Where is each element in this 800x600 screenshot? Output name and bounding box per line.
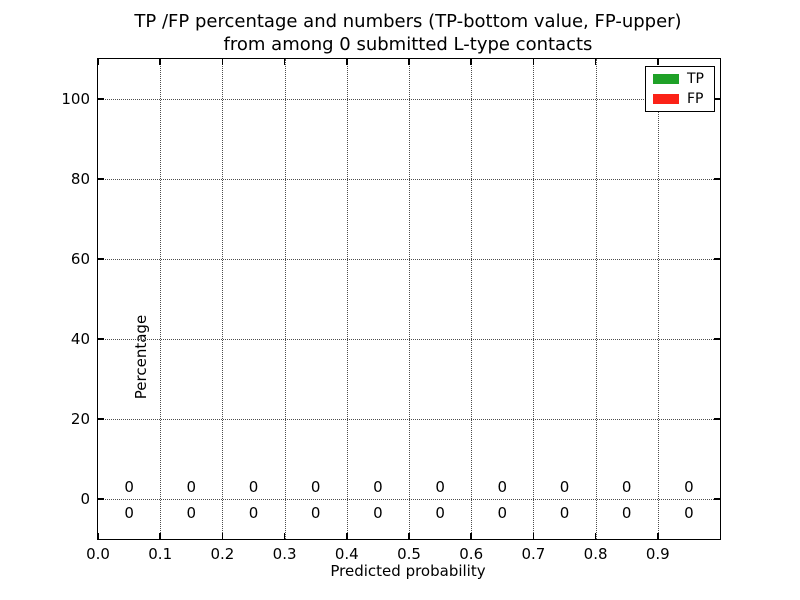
y-tick-right <box>714 498 720 500</box>
gridline-vertical <box>471 59 473 539</box>
x-tick-top <box>97 59 99 65</box>
y-tick-right <box>714 178 720 180</box>
gridline-vertical <box>222 59 224 539</box>
fp-count-label: 0 <box>559 478 570 496</box>
y-tick <box>98 98 104 100</box>
x-tick-top <box>408 59 410 65</box>
tp-count-label: 0 <box>186 504 197 522</box>
tp-swatch <box>653 74 679 84</box>
chart-title-line2: from among 0 submitted L-type contacts <box>223 34 593 55</box>
tp-count-label: 0 <box>248 504 259 522</box>
x-tick <box>283 533 286 539</box>
x-tick <box>657 533 659 539</box>
x-tick <box>159 533 161 539</box>
x-tick-label: 0.0 <box>86 545 110 563</box>
x-tick <box>532 533 535 539</box>
y-axis-label: Percentage <box>132 314 150 400</box>
fp-count-label: 0 <box>186 478 197 496</box>
y-tick-label: 20 <box>70 410 90 428</box>
x-tick-top <box>221 59 224 65</box>
x-tick-top <box>657 59 659 65</box>
x-tick-top <box>532 59 535 65</box>
y-tick-label: 40 <box>70 330 90 348</box>
gridline-horizontal <box>98 259 720 260</box>
tp-count-label: 0 <box>684 504 694 522</box>
y-tick-right <box>714 338 720 340</box>
x-tick <box>346 533 348 539</box>
fp-count-label: 0 <box>124 478 134 496</box>
legend-entry-fp: FP <box>653 92 707 106</box>
x-tick-label: 0.9 <box>645 545 670 563</box>
x-tick-top <box>346 59 348 65</box>
y-tick-right <box>714 258 720 260</box>
gridline-vertical <box>533 59 535 539</box>
legend-entry-tp: TP <box>653 72 707 86</box>
gridline-vertical <box>284 59 286 539</box>
gridline-vertical <box>409 59 410 539</box>
gridline-vertical <box>346 59 348 539</box>
legend-label-fp: FP <box>687 91 704 107</box>
gridline-vertical <box>657 59 659 539</box>
legend: TP FP <box>645 66 715 112</box>
fp-swatch <box>653 94 679 104</box>
x-tick <box>470 533 472 539</box>
x-tick <box>594 533 597 539</box>
gridline-horizontal <box>98 99 720 100</box>
y-tick <box>98 498 104 500</box>
legend-label-tp: TP <box>687 71 704 87</box>
tp-count-label: 0 <box>559 504 570 522</box>
x-tick <box>97 533 99 539</box>
fp-count-label: 0 <box>621 478 632 496</box>
gridline-horizontal <box>98 339 720 340</box>
x-tick-label: 0.7 <box>521 545 546 563</box>
y-tick-label: 60 <box>70 250 90 268</box>
tp-count-label: 0 <box>435 504 445 522</box>
x-tick-label: 0.4 <box>334 545 359 563</box>
fp-count-label: 0 <box>435 478 445 496</box>
tp-count-label: 0 <box>621 504 632 522</box>
fp-count-label: 0 <box>373 478 383 496</box>
x-tick <box>221 533 224 539</box>
gridline-horizontal <box>98 419 720 420</box>
plot-area: Percentage 0.0 0.1 0.2 0.3 0.4 0.5 0.6 0.7 0.8 0.… <box>61 58 721 563</box>
y-tick-right <box>714 98 720 100</box>
y-tick <box>98 178 104 180</box>
y-tick-label: 100 <box>61 90 90 108</box>
x-tick-top <box>283 59 286 65</box>
tp-count-label: 0 <box>373 504 383 522</box>
fp-count-label: 0 <box>310 478 321 496</box>
gridline-horizontal <box>98 499 720 500</box>
chart-title-line1: TP /FP percentage and numbers (TP-bottom… <box>134 11 682 32</box>
chart-title: TP /FP percentage and numbers (TP-bottom… <box>97 10 719 56</box>
fp-count-label: 0 <box>684 478 694 496</box>
fp-count-label: 0 <box>248 478 259 496</box>
y-tick <box>98 338 104 340</box>
x-tick-label: 0.5 <box>397 545 421 563</box>
gridline-vertical <box>595 59 597 539</box>
tp-count-label: 0 <box>310 504 321 522</box>
x-tick-label: 0.1 <box>148 545 173 563</box>
x-tick-label: 0.6 <box>459 545 484 563</box>
gridline-vertical <box>160 59 162 539</box>
y-tick-right <box>714 418 720 420</box>
x-tick-label: 0.8 <box>583 545 608 563</box>
y-tick <box>98 258 104 260</box>
y-tick-label: 80 <box>70 170 90 188</box>
tp-count-label: 0 <box>124 504 134 522</box>
x-tick-top <box>159 59 161 65</box>
fp-count-label: 0 <box>497 478 508 496</box>
x-tick-label: 0.3 <box>272 545 297 563</box>
x-axis-label: Predicted probability <box>330 562 486 580</box>
gridline-horizontal <box>98 179 720 180</box>
x-tick-top <box>594 59 597 65</box>
x-tick <box>408 533 410 539</box>
x-tick-label: 0.2 <box>210 545 235 563</box>
x-tick-top <box>470 59 472 65</box>
y-tick-label: 0 <box>80 490 90 508</box>
y-tick <box>98 418 104 420</box>
tp-count-label: 0 <box>497 504 508 522</box>
